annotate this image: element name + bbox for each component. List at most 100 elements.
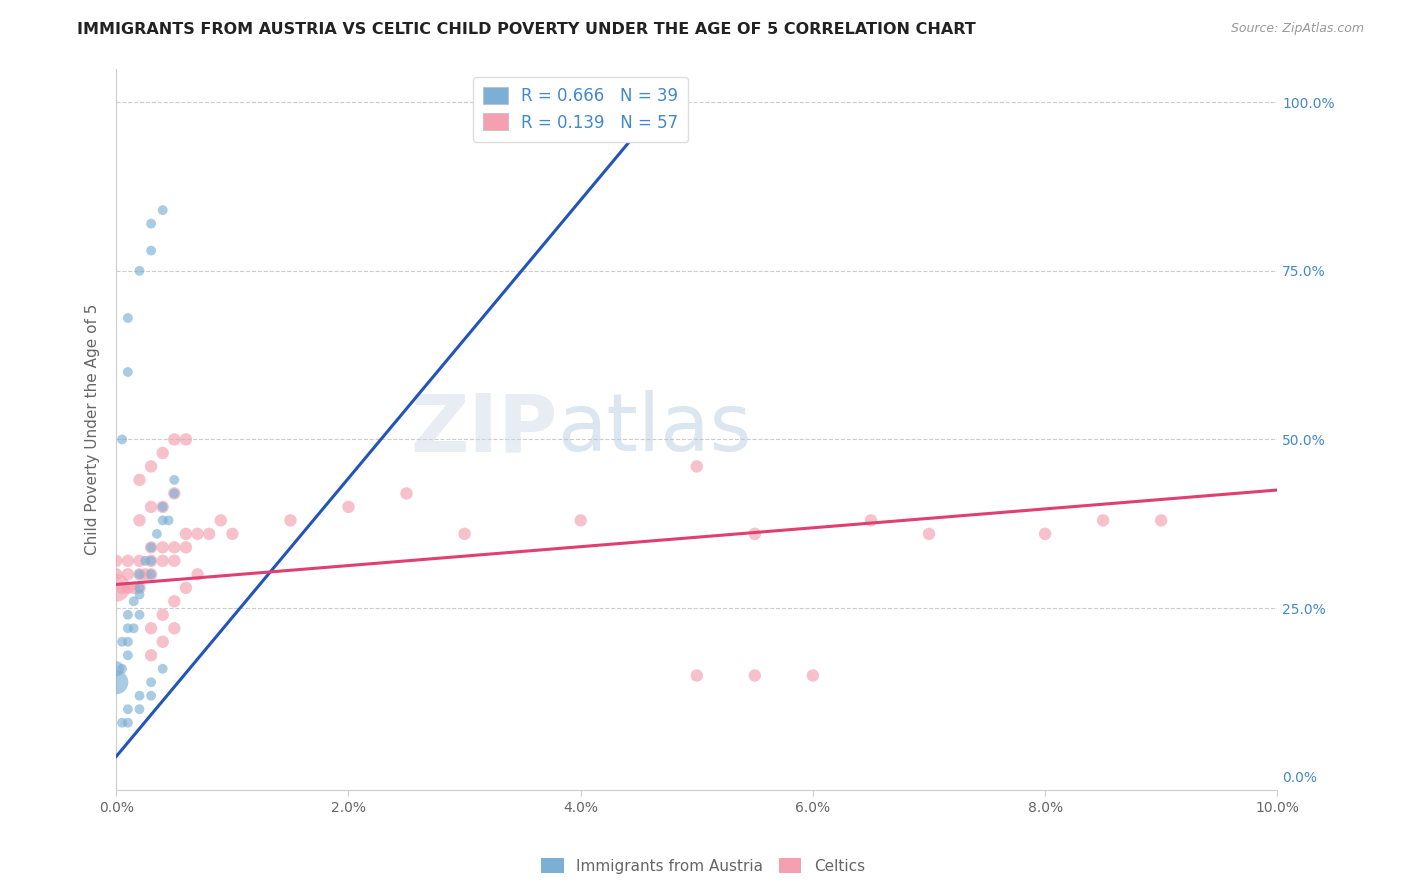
Point (111, 581, 134, 595)
Point (111, 634, 134, 648)
Point (128, 567, 150, 582)
Text: ZIP: ZIP (411, 391, 557, 468)
Point (163, 594, 186, 608)
Point (128, 689, 150, 703)
Point (163, 486, 186, 500)
Point (186, 567, 208, 582)
Point (163, 486, 186, 500)
Point (105, 581, 128, 595)
Point (801, 668, 824, 682)
Point (744, 668, 766, 682)
Point (139, 541, 162, 555)
Point (139, 689, 162, 703)
Point (128, 554, 150, 568)
Point (117, 634, 139, 648)
Point (152, 541, 174, 555)
Point (139, 675, 162, 690)
Text: IMMIGRANTS FROM AUSTRIA VS CELTIC CHILD POVERTY UNDER THE AGE OF 5 CORRELATION C: IMMIGRANTS FROM AUSTRIA VS CELTIC CHILD … (77, 22, 976, 37)
Point (395, 486, 418, 500)
Point (128, 567, 150, 582)
Point (111, 433, 134, 447)
Point (134, 567, 156, 582)
Point (686, 668, 709, 682)
Point (122, 581, 145, 595)
Point (918, 527, 941, 541)
Point (139, 621, 162, 635)
Point (1150, 513, 1173, 527)
Point (453, 527, 475, 541)
Point (139, 217, 162, 231)
Point (117, 311, 139, 326)
Point (163, 541, 186, 555)
Point (105, 567, 128, 582)
Point (117, 567, 139, 582)
Point (111, 662, 134, 676)
Point (128, 473, 150, 487)
Point (569, 513, 592, 527)
Point (152, 554, 174, 568)
Point (152, 513, 174, 527)
Point (337, 500, 360, 514)
Point (152, 607, 174, 622)
Point (134, 554, 156, 568)
Point (105, 662, 128, 676)
Point (163, 621, 186, 635)
Point (128, 607, 150, 622)
Text: atlas: atlas (557, 391, 752, 468)
Point (686, 459, 709, 474)
Point (128, 581, 150, 595)
Point (128, 264, 150, 278)
Point (139, 500, 162, 514)
Point (163, 554, 186, 568)
Point (209, 513, 232, 527)
Point (117, 607, 139, 622)
Point (280, 513, 302, 527)
Point (152, 500, 174, 514)
Point (152, 634, 174, 648)
Point (152, 662, 174, 676)
Point (198, 527, 221, 541)
Point (139, 567, 162, 582)
Point (128, 702, 150, 716)
Point (157, 513, 180, 527)
Point (744, 527, 766, 541)
Point (117, 648, 139, 663)
Point (163, 433, 186, 447)
Point (186, 527, 208, 541)
Point (146, 527, 169, 541)
Point (1092, 513, 1115, 527)
Point (221, 527, 243, 541)
Point (122, 594, 145, 608)
Legend: R = 0.666   N = 39, R = 0.139   N = 57: R = 0.666 N = 39, R = 0.139 N = 57 (472, 77, 689, 142)
Point (174, 541, 197, 555)
Point (152, 446, 174, 460)
Point (139, 554, 162, 568)
Point (117, 365, 139, 379)
Point (117, 621, 139, 635)
Point (139, 567, 162, 582)
Text: Source: ZipAtlas.com: Source: ZipAtlas.com (1230, 22, 1364, 36)
Point (152, 203, 174, 218)
Point (139, 554, 162, 568)
Legend: Immigrants from Austria, Celtics: Immigrants from Austria, Celtics (536, 852, 870, 880)
Point (122, 621, 145, 635)
Point (859, 513, 882, 527)
Point (174, 527, 197, 541)
Point (163, 473, 186, 487)
Point (105, 554, 128, 568)
Point (1033, 527, 1056, 541)
Point (128, 513, 150, 527)
Point (117, 702, 139, 716)
Point (174, 433, 197, 447)
Point (117, 554, 139, 568)
Point (128, 581, 150, 595)
Point (128, 588, 150, 602)
Point (105, 675, 128, 690)
Point (111, 715, 134, 730)
Y-axis label: Child Poverty Under the Age of 5: Child Poverty Under the Age of 5 (86, 303, 100, 555)
Point (139, 459, 162, 474)
Point (152, 500, 174, 514)
Point (139, 541, 162, 555)
Point (117, 715, 139, 730)
Point (139, 244, 162, 258)
